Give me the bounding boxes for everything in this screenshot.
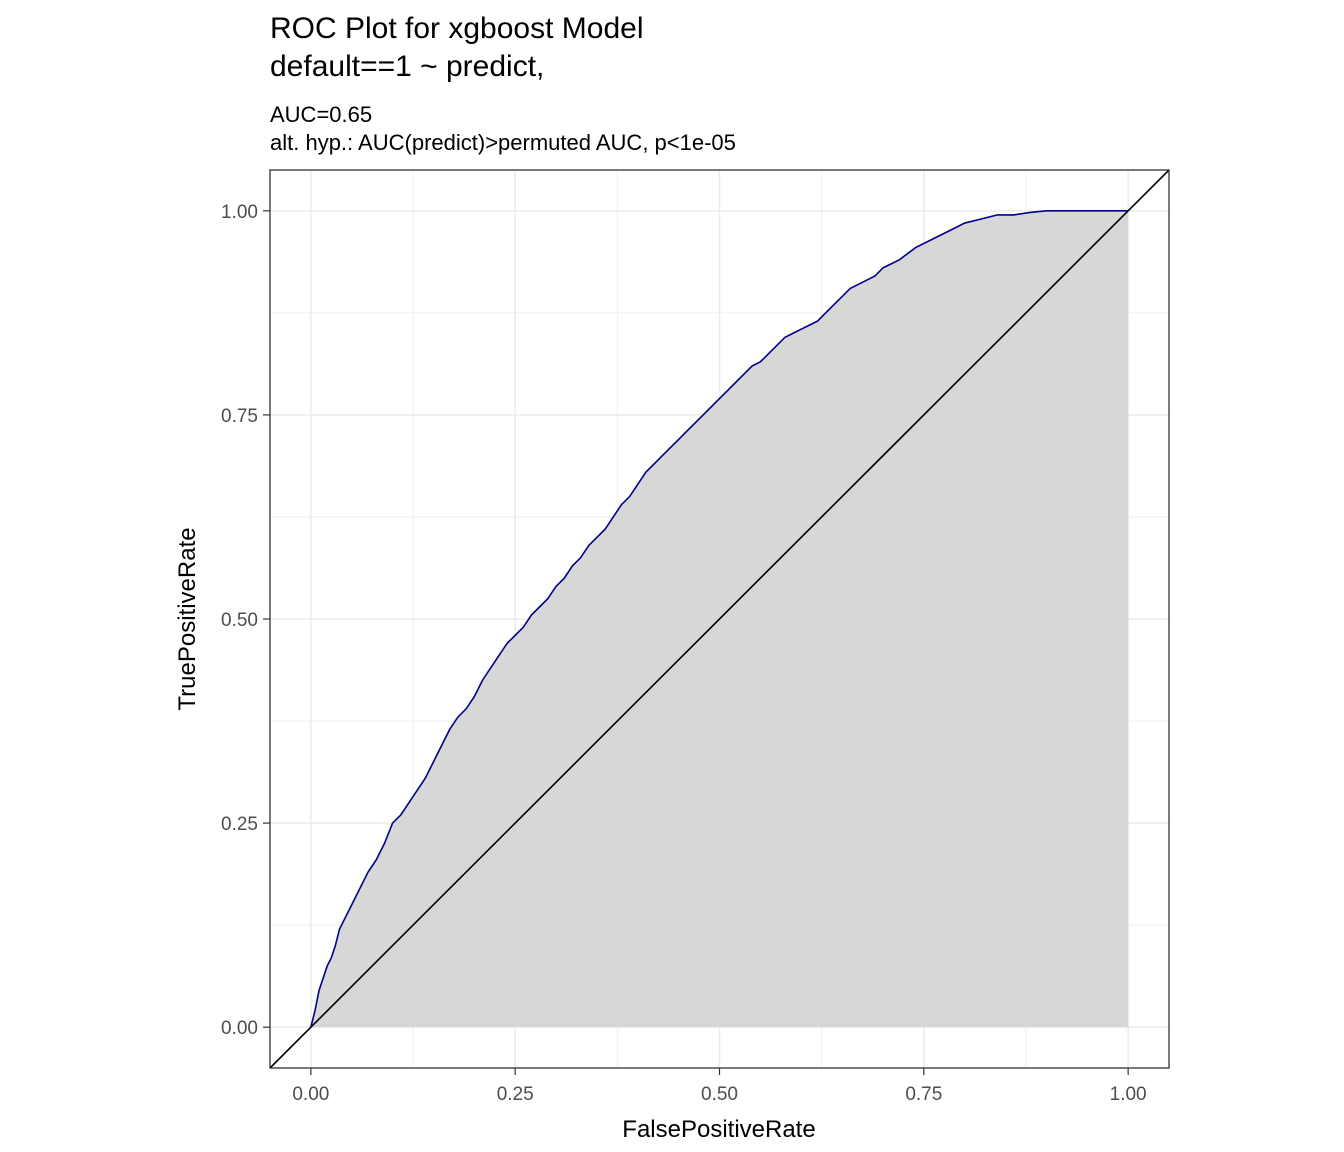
x-axis-ticks: 0.00 0.25 0.50 0.75 1.00: [292, 1068, 1147, 1105]
chart-title-line-2: default==1 ~ predict,: [270, 50, 545, 83]
chart-subtitle-line-2: alt. hyp.: AUC(predict)>permuted AUC, p<…: [270, 130, 736, 155]
chart-title-line-1: ROC Plot for xgboost Model: [270, 12, 644, 45]
x-axis-label: FalsePositiveRate: [622, 1116, 815, 1143]
x-tick-label-3: 0.75: [905, 1084, 942, 1105]
y-tick-label-1: 0.25: [221, 814, 258, 835]
x-tick-label-4: 1.00: [1110, 1084, 1147, 1105]
diagonal-reference-line: [269, 169, 1170, 1069]
y-axis-ticks: 0.00 0.25 0.50 0.75 1.00: [221, 202, 270, 1039]
x-tick-label-2: 0.50: [701, 1084, 738, 1105]
y-tick-label-3: 0.75: [221, 406, 258, 427]
x-tick-label-1: 0.25: [497, 1084, 534, 1105]
y-tick-label-0: 0.00: [221, 1018, 258, 1039]
x-tick-label-0: 0.00: [292, 1084, 329, 1105]
chart-subtitle-line-1: AUC=0.65: [270, 102, 373, 127]
y-tick-label-4: 1.00: [221, 202, 258, 223]
roc-curve: [310, 210, 1129, 1028]
y-tick-label-2: 0.50: [221, 610, 258, 631]
y-axis-label: TruePositiveRate: [174, 527, 201, 710]
